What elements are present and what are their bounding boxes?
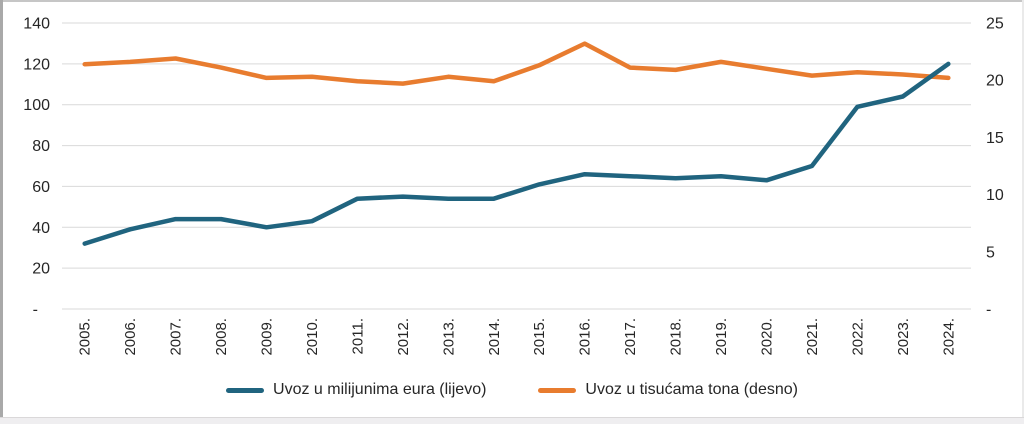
- x-axis-label: 2012.: [395, 318, 412, 356]
- window-edge-top: [0, 0, 1024, 2]
- left-axis-tick-label: 80: [32, 138, 50, 155]
- x-axis-label: 2021.: [804, 318, 821, 356]
- left-axis-tick-label: 140: [23, 16, 50, 33]
- x-axis-label: 2023.: [895, 318, 912, 356]
- series-line-tons: [82, 41, 951, 86]
- legend-label-eur: Uvoz u milijunima eura (lijevo): [273, 381, 487, 398]
- right-axis-tick-label: 5: [986, 244, 995, 261]
- chart-legend: Uvoz u milijunima eura (lijevo) Uvoz u t…: [0, 381, 1024, 399]
- window-edge-left: [0, 0, 3, 424]
- x-axis-label: 2015.: [531, 318, 548, 356]
- series-line-eur: [82, 61, 951, 246]
- x-axis-label: 2009.: [259, 318, 276, 356]
- x-axis-label: 2020.: [758, 318, 775, 356]
- legend-item-tons: Uvoz u tisućama tona (desno): [538, 381, 798, 399]
- right-axis-tick-label: 25: [986, 16, 1004, 33]
- x-axis-label: 2006.: [122, 318, 139, 356]
- right-axis-tick-label: -: [986, 302, 991, 319]
- legend-label-tons: Uvoz u tisućama tona (desno): [585, 381, 798, 398]
- gridlines: [62, 22, 971, 310]
- x-axis-label: 2010.: [304, 318, 321, 356]
- left-axis-tick-label: 40: [32, 220, 50, 237]
- x-axis-label: 2017.: [622, 318, 639, 356]
- x-axis-label: 2007.: [168, 318, 185, 356]
- left-axis-tick-labels: - 20 40 60 80 100 120 140: [23, 16, 50, 319]
- x-axis-label: 2013.: [440, 318, 457, 356]
- left-axis-tick-label: 60: [32, 179, 50, 196]
- left-axis-tick-label: 20: [32, 261, 50, 278]
- x-axis-label: 2014.: [486, 318, 503, 356]
- x-axis-label: 2024.: [940, 318, 957, 356]
- legend-item-eur: Uvoz u milijunima eura (lijevo): [226, 381, 486, 399]
- right-axis-tick-labels: - 5 10 15 20 25: [986, 16, 1004, 319]
- x-axis-label: 2016.: [577, 318, 594, 356]
- x-axis-label: 2005.: [77, 318, 94, 356]
- right-axis-tick-label: 15: [986, 130, 1004, 147]
- right-axis-tick-label: 10: [986, 187, 1004, 204]
- x-axis-label: 2018.: [668, 318, 685, 356]
- legend-marker-blue-line: [226, 387, 265, 393]
- left-axis-tick-label: 100: [23, 97, 50, 114]
- left-axis-tick-label: 120: [23, 56, 50, 73]
- legend-marker-orange-line: [538, 387, 577, 393]
- page-background-strip: [0, 417, 1024, 424]
- x-axis-label: 2022.: [849, 318, 866, 356]
- window-edge-right: [1022, 0, 1024, 424]
- right-axis-tick-label: 20: [986, 73, 1004, 90]
- left-axis-tick-label: -: [33, 302, 38, 319]
- x-axis-labels: 2005. 2006. 2007. 2008. 2009. 2010. 2011. 2012.…: [77, 318, 958, 356]
- x-axis-label: 2011.: [349, 318, 366, 354]
- x-axis-label: 2008.: [213, 318, 230, 356]
- x-axis-label: 2019.: [713, 318, 730, 356]
